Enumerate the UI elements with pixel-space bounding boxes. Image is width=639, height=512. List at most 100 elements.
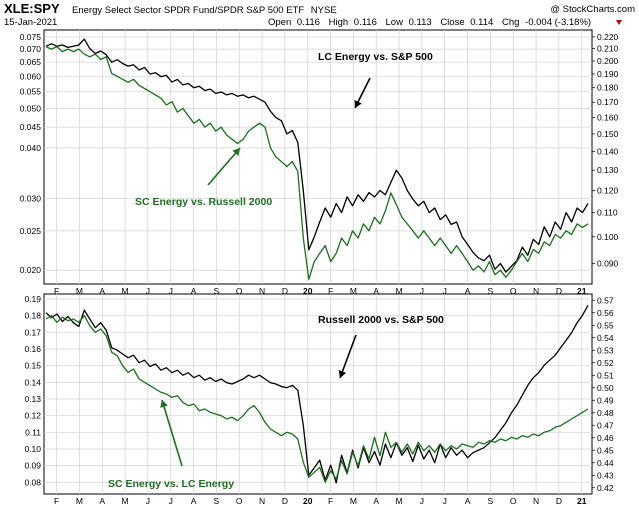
left-y-tick-label: 0.065 <box>20 57 42 67</box>
x-tick-label: F <box>328 496 333 506</box>
left-y-tick-label: 0.025 <box>20 226 42 236</box>
left-y-tick-label: 0.020 <box>20 265 42 275</box>
x-tick-label: 20 <box>303 496 313 506</box>
annotation-label: Russell 2000 vs. S&P 500 <box>318 314 444 326</box>
right-y-tick-label: 0.47 <box>597 420 614 430</box>
x-tick-label: M <box>350 496 357 506</box>
plot-frame <box>43 293 593 495</box>
annotation-label: SC Energy vs. Russell 2000 <box>135 196 272 208</box>
chart-panel-2: F M A M J J A S O N D 20 F M A M J J A S O N D 21 0.19 0.18 0.17 0.… <box>24 293 614 506</box>
right-y-tick-label: 0.46 <box>597 433 614 443</box>
chg-label: Chg <box>502 17 519 28</box>
black-series-line <box>45 304 589 484</box>
x-tick-label: J <box>420 286 424 296</box>
x-tick-label: M <box>396 496 403 506</box>
x-tick-label: D <box>282 286 288 296</box>
down-triangle-icon <box>616 20 622 25</box>
left-y-tick-label: 0.18 <box>24 311 41 321</box>
right-y-tick-label: 0.130 <box>597 165 619 175</box>
right-y-tick-label: 0.150 <box>597 129 619 139</box>
arrow-head-icon <box>354 99 362 108</box>
x-tick-label: D <box>556 286 562 296</box>
x-tick-label: O <box>236 496 243 506</box>
x-tick-label: F <box>54 286 59 296</box>
open-value: 0.116 <box>297 17 320 28</box>
black-series-line <box>45 38 589 273</box>
x-tick-label: A <box>465 496 471 506</box>
x-tick-label: S <box>488 286 494 296</box>
right-y-tick-label: 0.220 <box>597 32 619 42</box>
right-y-tick-label: 0.100 <box>597 232 619 242</box>
chg-value: -0.004 (-3.18%) <box>525 17 591 28</box>
left-y-tick-label: 0.055 <box>20 87 42 97</box>
ticker-symbol: XLE:SPY <box>4 1 60 16</box>
x-tick-label: 21 <box>577 286 587 296</box>
ticker-description: Energy Select Sector SPDR Fund/SPDR S&P … <box>72 5 337 16</box>
annotation-arrow-shaft <box>161 399 183 467</box>
high-label: High <box>329 17 349 28</box>
x-tick-label: F <box>328 286 333 296</box>
right-y-tick-label: 0.090 <box>597 258 619 268</box>
right-y-tick-label: 0.48 <box>597 408 614 418</box>
quote-line: Open 0.116 High 0.116 Low 0.113 Close 0.… <box>268 17 591 28</box>
x-tick-label: M <box>76 286 83 296</box>
low-value: 0.113 <box>409 17 432 28</box>
right-y-tick-label: 0.51 <box>597 370 614 380</box>
x-tick-label: A <box>99 286 105 296</box>
x-tick-label: A <box>191 286 197 296</box>
annotation-label: LC Energy vs. S&P 500 <box>318 51 433 63</box>
x-tick-label: J <box>146 496 150 506</box>
x-tick-label: M <box>76 496 83 506</box>
left-y-tick-label: 0.050 <box>20 103 42 113</box>
arrow-head-icon <box>232 148 240 156</box>
right-y-tick-label: 0.52 <box>597 358 614 368</box>
left-y-tick-label: 0.040 <box>20 143 42 153</box>
x-tick-label: A <box>373 496 379 506</box>
x-tick-label: S <box>214 286 220 296</box>
x-tick-label: D <box>282 496 288 506</box>
x-tick-label: A <box>99 496 105 506</box>
x-tick-label: N <box>259 286 265 296</box>
high-value: 0.116 <box>354 17 377 28</box>
right-y-tick-label: 0.110 <box>597 208 618 218</box>
chart-panel-1: F M A M J J A S O N D 20 F M A M J J A S O N D 21 0.075 0.070 0.06… <box>20 29 619 296</box>
right-y-tick-label: 0.57 <box>597 295 614 305</box>
x-tick-label: J <box>443 286 447 296</box>
right-y-tick-label: 0.210 <box>597 44 619 54</box>
right-y-tick-label: 0.200 <box>597 56 619 66</box>
right-y-tick-label: 0.55 <box>597 320 614 330</box>
right-y-tick-label: 0.190 <box>597 69 619 79</box>
annotation-label: SC Energy vs. LC Energy <box>108 478 234 490</box>
left-y-tick-label: 0.070 <box>20 44 42 54</box>
left-y-tick-label: 0.11 <box>25 427 41 437</box>
description-text: Energy Select Sector SPDR Fund/SPDR S&P … <box>72 5 304 16</box>
right-y-tick-label: 0.56 <box>597 308 614 318</box>
x-tick-label: M <box>122 496 129 506</box>
exchange-text: NYSE <box>311 5 337 16</box>
right-y-tick-label: 0.42 <box>597 483 614 493</box>
x-tick-label: S <box>488 496 494 506</box>
x-tick-label: M <box>396 286 403 296</box>
x-tick-label: A <box>465 286 471 296</box>
right-y-tick-label: 0.44 <box>597 458 614 468</box>
left-y-tick-label: 0.075 <box>20 32 42 42</box>
right-y-tick-label: 0.140 <box>597 146 619 156</box>
plot-frame <box>43 29 593 285</box>
stockcharts-credit: @ StockCharts.com <box>550 4 635 15</box>
x-tick-label: J <box>443 496 447 506</box>
right-y-tick-label: 0.43 <box>597 470 614 480</box>
left-y-tick-label: 0.14 <box>24 377 41 387</box>
quote-date: 15-Jan-2021 <box>4 17 57 28</box>
left-y-tick-label: 0.16 <box>24 344 41 354</box>
x-tick-label: S <box>214 496 220 506</box>
x-tick-label: D <box>556 496 562 506</box>
green-series-line <box>45 45 589 280</box>
chart-header: XLE:SPY Energy Select Sector SPDR Fund/S… <box>4 1 635 28</box>
close-label: Close <box>440 17 464 28</box>
x-tick-label: J <box>420 496 424 506</box>
left-y-tick-label: 0.030 <box>20 194 42 204</box>
right-y-tick-label: 0.170 <box>597 97 619 107</box>
annotation-arrow-shaft <box>339 334 357 379</box>
left-y-tick-label: 0.045 <box>20 122 42 132</box>
